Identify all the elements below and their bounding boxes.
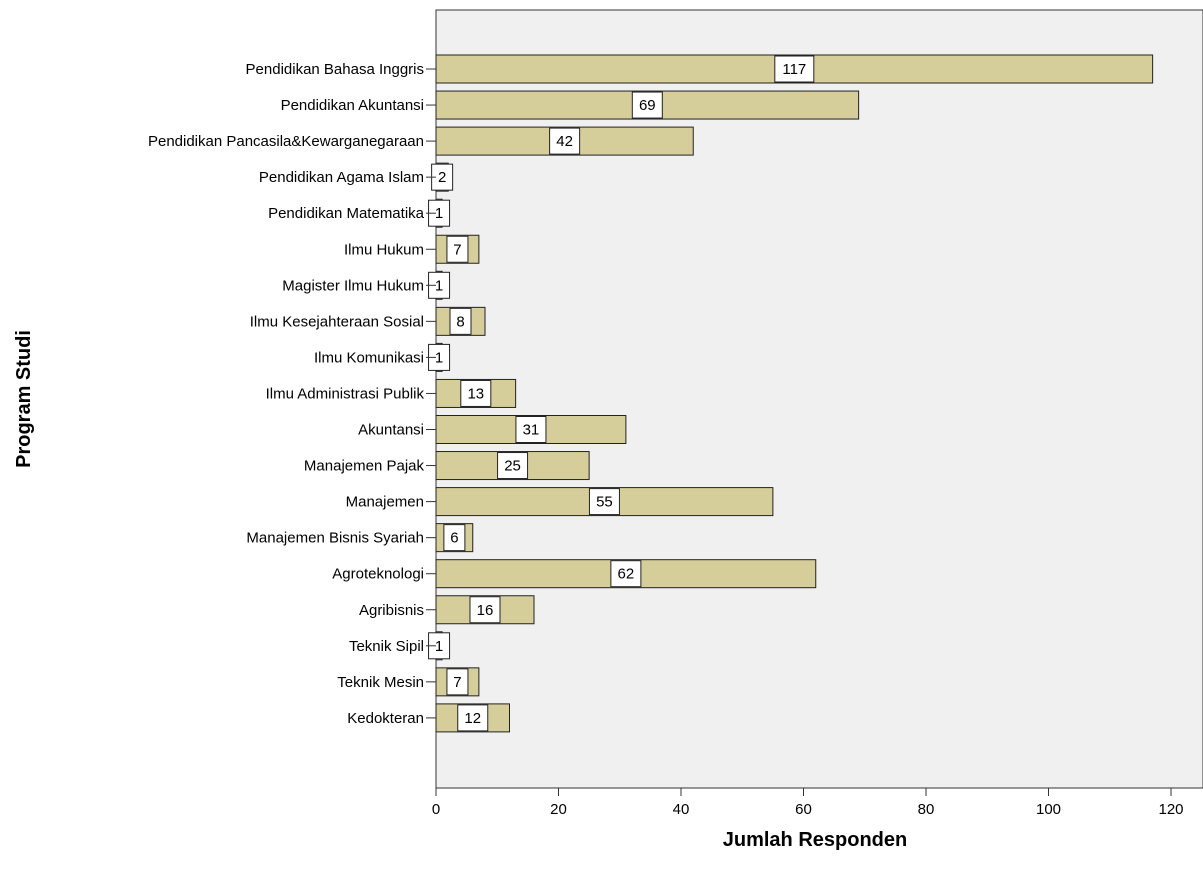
category-label: Ilmu Administrasi Publik xyxy=(266,385,425,402)
x-tick-label: 40 xyxy=(673,801,690,818)
data-label: 16 xyxy=(477,602,494,619)
data-label: 12 xyxy=(464,710,481,727)
category-label: Akuntansi xyxy=(358,422,424,439)
data-label: 31 xyxy=(523,422,540,439)
data-label-box xyxy=(460,379,492,407)
data-label: 42 xyxy=(556,133,573,150)
category-label: Pendidikan Pancasila&Kewarganegaraan xyxy=(148,133,424,150)
data-label-box xyxy=(549,127,581,155)
category-axis: Pendidikan Bahasa Inggris Pendidikan Akun… xyxy=(148,61,436,727)
data-label: 1 xyxy=(435,277,443,294)
category-label: Magister Ilmu Hukum xyxy=(282,277,424,294)
data-label-box xyxy=(631,91,663,119)
data-label-box xyxy=(497,452,529,480)
data-label-box xyxy=(446,235,469,263)
data-label: 25 xyxy=(504,458,521,475)
y-axis-title: Program Studi xyxy=(13,330,35,468)
category-label: Pendidikan Matematika xyxy=(268,205,425,222)
category-label: Pendidikan Akuntansi xyxy=(281,97,424,114)
data-label: 6 xyxy=(450,530,458,547)
data-label: 1 xyxy=(435,349,443,366)
category-label: Pendidikan Bahasa Inggris xyxy=(246,61,424,78)
data-label: 13 xyxy=(467,385,484,402)
x-axis-title: Jumlah Responden xyxy=(723,829,907,851)
category-label: Pendidikan Agama Islam xyxy=(259,169,424,186)
data-label-box xyxy=(774,55,815,83)
category-label: Teknik Sipil xyxy=(349,638,424,655)
data-label-box xyxy=(457,704,489,732)
value-axis: 0 20 40 60 80 100 120 xyxy=(432,788,1184,818)
data-label: 1 xyxy=(435,205,443,222)
category-label: Ilmu Komunikasi xyxy=(314,349,424,366)
data-label-box xyxy=(588,488,620,516)
data-label: 1 xyxy=(435,638,443,655)
category-label: Agribisnis xyxy=(359,602,424,619)
category-label: Kedokteran xyxy=(347,710,424,727)
data-label-box xyxy=(469,596,501,624)
category-label: Teknik Mesin xyxy=(337,674,424,691)
category-label: Ilmu Hukum xyxy=(344,241,424,258)
data-label: 8 xyxy=(456,313,464,330)
data-label-box xyxy=(446,668,469,696)
data-labels-layer: 117 69 42 2 1 7 1 8 1 13 31 25 55 6 62 16 1 7 12 xyxy=(428,55,815,732)
category-label: Ilmu Kesejahteraan Sosial xyxy=(250,313,424,330)
data-label: 62 xyxy=(618,566,635,583)
data-label-box xyxy=(515,416,547,443)
x-tick-label: 20 xyxy=(550,801,567,818)
x-tick-label: 0 xyxy=(432,801,440,818)
data-label: 2 xyxy=(438,169,446,186)
data-label-box xyxy=(449,307,472,335)
x-tick-label: 60 xyxy=(795,801,812,818)
x-tick-label: 100 xyxy=(1036,801,1061,818)
data-label: 7 xyxy=(453,674,461,691)
data-label: 69 xyxy=(639,97,656,114)
data-label: 55 xyxy=(596,494,613,511)
data-label: 117 xyxy=(782,61,806,78)
category-label: Manajemen Bisnis Syariah xyxy=(246,530,424,547)
category-label: Agroteknologi xyxy=(332,566,424,583)
data-label-box xyxy=(610,560,642,588)
category-label: Manajemen xyxy=(346,494,424,511)
data-label-box xyxy=(443,524,466,552)
data-label: 7 xyxy=(453,241,461,258)
x-tick-label: 120 xyxy=(1158,801,1183,818)
category-label: Manajemen Pajak xyxy=(304,458,425,475)
x-tick-label: 80 xyxy=(918,801,935,818)
